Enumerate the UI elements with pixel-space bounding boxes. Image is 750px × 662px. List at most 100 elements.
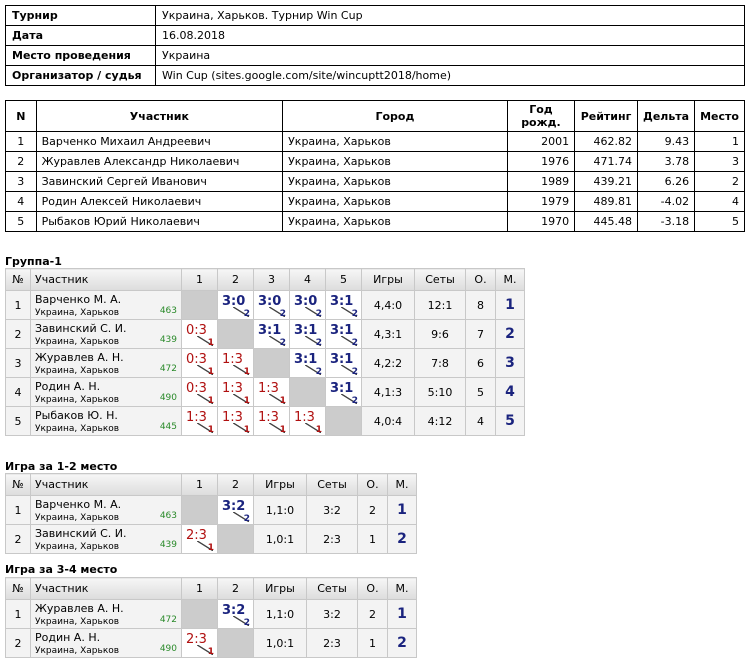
diagonal (305, 307, 321, 317)
participant-cell: 9.43 (637, 131, 696, 152)
participant-row: 5 Рыбаков Юрий Николаевич Украина, Харьков… (5, 211, 745, 232)
participant-cell: 1970 (506, 211, 576, 232)
empty-cell (217, 524, 254, 554)
column-header: М. (387, 577, 417, 600)
column-header: Участник (30, 577, 182, 600)
participants-table: N Участник Город Год рожд. Рейтинг Дельта Мест… (5, 100, 745, 232)
place: 3 (495, 348, 525, 378)
result-cell: 3:0 2 (217, 290, 254, 320)
diagonal (233, 365, 249, 375)
column-header: Дельта (637, 100, 696, 132)
column-header: М. (495, 268, 525, 291)
points: 2 (357, 599, 388, 629)
points: 1 (357, 628, 388, 658)
player-number: 2 (5, 319, 31, 349)
points: 5 (465, 377, 496, 407)
result-cell: 3:1 2 (325, 377, 362, 407)
player-name: Завинский С. И. (35, 527, 127, 540)
header-row: № Участник 1 2 Игры Сеты О. М. (5, 577, 417, 600)
score: 3:1 (330, 381, 354, 396)
diagonal (197, 645, 213, 655)
score: 1:3 (186, 410, 207, 425)
header-row: N Участник Город Год рожд. Рейтинг Дельта Мест… (5, 100, 745, 132)
group-table: № Участник 1 2 Игры Сеты О. М. 1 Варченко М. А. Ук… (5, 473, 417, 554)
player-rating: 490 (159, 644, 177, 654)
games: 4,1:3 (361, 377, 415, 407)
participant-cell: 439.21 (574, 171, 639, 192)
result-cell: 1:3 1 (217, 377, 254, 407)
empty-cell (325, 406, 362, 436)
place: 1 (387, 599, 417, 629)
score: 0:3 (186, 381, 207, 396)
sets: 5:10 (414, 377, 466, 407)
participant-cell: 3.78 (637, 151, 696, 172)
match-points: 1 (243, 396, 250, 406)
score: 1:3 (258, 381, 279, 396)
participant-cell: -3.18 (637, 211, 696, 232)
score: 3:0 (222, 294, 246, 309)
player-name: Журавлев А. Н. (35, 602, 124, 615)
score: 1:3 (222, 381, 243, 396)
player-name: Рыбаков Ю. Н. (35, 409, 118, 422)
score: 3:1 (294, 352, 318, 367)
player-row: 2 Родин А. Н. Украина, Харьков 490 2:3 1 1,0:1… (5, 628, 417, 658)
info-value: Украина (155, 45, 745, 66)
score: 1:3 (258, 410, 279, 425)
diagonal (341, 307, 357, 317)
diagonal (269, 336, 285, 346)
column-header: Игры (361, 268, 415, 291)
games: 1,0:1 (253, 628, 307, 658)
column-header: 1 (181, 577, 218, 600)
player-city: Украина, Харьков (35, 308, 120, 318)
sets: 2:3 (306, 628, 358, 658)
player-cell: Журавлев А. Н. Украина, Харьков 472 (30, 348, 182, 378)
score: 1:3 (294, 410, 315, 425)
match-points: 2 (351, 338, 358, 348)
info-row: Место проведения Украина (5, 45, 745, 66)
result-cell: 1:3 1 (217, 406, 254, 436)
column-header: О. (465, 268, 496, 291)
participant-row: 2 Журавлев Александр Николаевич Украина, Х… (5, 151, 745, 172)
participant-cell: 1 (5, 131, 37, 152)
participant-cell: Журавлев Александр Николаевич (35, 151, 284, 172)
score: 2:3 (186, 528, 207, 543)
result-cell: 2:3 1 (181, 524, 218, 554)
match-points: 2 (315, 367, 322, 377)
column-header: № (5, 577, 31, 600)
column-header: О. (357, 473, 388, 496)
score: 3:1 (330, 352, 354, 367)
match-points: 1 (279, 425, 286, 435)
group-title: Игра за 1-2 место (5, 460, 118, 473)
sets: 3:2 (306, 495, 358, 525)
player-row: 2 Завинский С. И. Украина, Харьков 439 2:3 1 1… (5, 524, 417, 554)
diagonal (269, 307, 285, 317)
column-header: Участник (30, 268, 182, 291)
result-cell: 3:1 2 (253, 319, 290, 349)
games: 1,1:0 (253, 495, 307, 525)
participant-cell: 5 (694, 211, 745, 232)
participant-row: 4 Родин Алексей Николаевич Украина, Харько… (5, 191, 745, 212)
diagonal (233, 512, 249, 522)
player-number: 2 (5, 628, 31, 658)
diagonal (305, 336, 321, 346)
column-header: Участник (35, 100, 284, 132)
points: 4 (465, 406, 496, 436)
player-city: Украина, Харьков (35, 337, 120, 347)
points: 6 (465, 348, 496, 378)
player-cell: Завинский С. И. Украина, Харьков 439 (30, 524, 182, 554)
group-table: № Участник 1 2 Игры Сеты О. М. 1 Журавлев А. Н. Ук… (5, 577, 417, 658)
result-cell: 3:1 2 (289, 348, 326, 378)
player-city: Украина, Харьков (35, 513, 120, 523)
place: 4 (495, 377, 525, 407)
player-cell: Журавлев А. Н. Украина, Харьков 472 (30, 599, 182, 629)
place: 1 (495, 290, 525, 320)
column-header: Игры (253, 577, 307, 600)
player-number: 1 (5, 290, 31, 320)
result-cell: 3:2 2 (217, 599, 254, 629)
info-label: Дата (5, 25, 156, 46)
column-header: О. (357, 577, 388, 600)
player-rating: 439 (159, 335, 177, 345)
participant-cell: -4.02 (637, 191, 696, 212)
column-header: Год рожд. (506, 100, 576, 132)
